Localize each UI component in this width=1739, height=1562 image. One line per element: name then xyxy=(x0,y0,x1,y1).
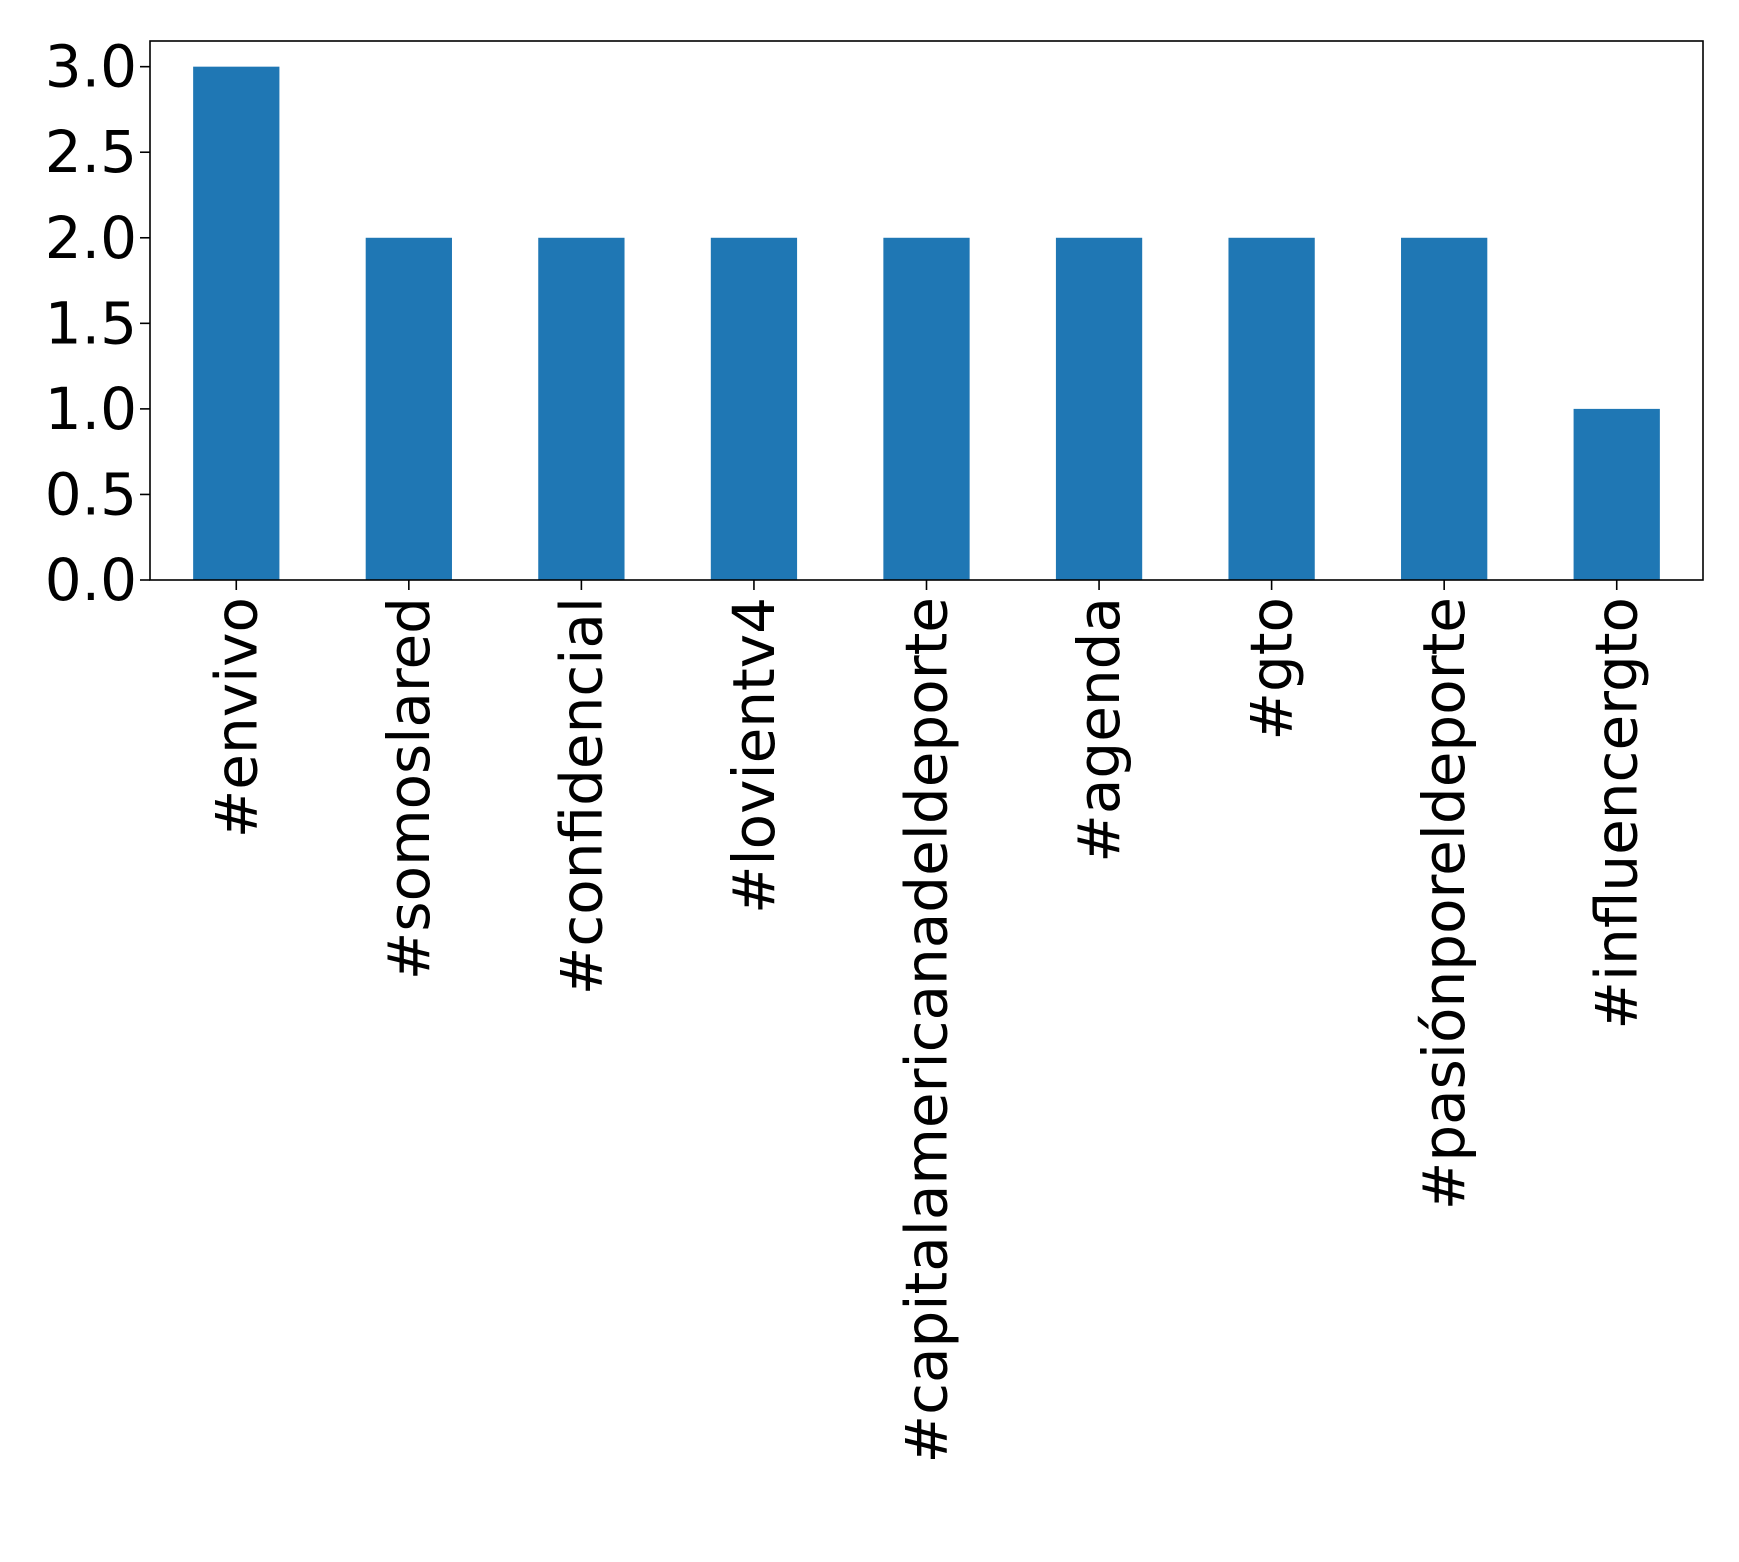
y-tick-label: 2.0 xyxy=(45,204,137,272)
x-tick-label: #lovientv4 xyxy=(720,597,788,914)
y-tick-label: 0.0 xyxy=(45,546,137,614)
x-tick-label: #capitalamericanadeldeporte xyxy=(893,597,961,1463)
x-tick-label: #influencergto xyxy=(1583,597,1651,1030)
bars-group xyxy=(193,66,1660,580)
y-tick-label: 3.0 xyxy=(45,33,137,101)
x-tick-label: #agenda xyxy=(1065,597,1133,863)
y-tick-label: 1.0 xyxy=(45,375,137,443)
y-axis: 0.0 0.5 1.0 1.5 2.0 2.5 3.0 xyxy=(45,33,150,614)
bar-7 xyxy=(1401,237,1488,580)
x-tick-label: #pasiónporeldeporte xyxy=(1410,597,1478,1210)
bar-1 xyxy=(365,237,452,580)
x-tick-label: #envivo xyxy=(202,597,270,838)
x-tick-label: #gto xyxy=(1238,597,1306,741)
y-tick-label: 0.5 xyxy=(45,460,137,528)
y-tick-label: 2.5 xyxy=(45,118,137,186)
y-tick-label: 1.5 xyxy=(45,289,137,357)
x-tick-label: #confidencial xyxy=(547,597,615,995)
bar-3 xyxy=(710,237,798,580)
bar-5 xyxy=(1055,237,1143,580)
x-axis: #envivo #somoslared #confidencial #lovientv… xyxy=(202,580,1651,1463)
bar-8 xyxy=(1573,408,1660,580)
bar-4 xyxy=(883,237,970,580)
x-tick-label: #somoslared xyxy=(375,597,443,980)
bar-2 xyxy=(538,237,625,580)
bar-6 xyxy=(1228,237,1315,580)
bar-0 xyxy=(193,66,280,580)
